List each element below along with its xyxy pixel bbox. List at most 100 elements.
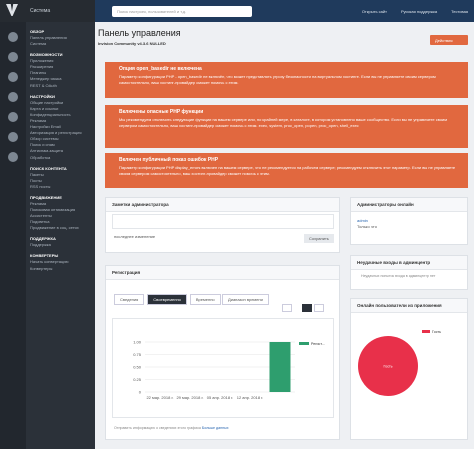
sidebar-menu: ОБЗОР Панель управления Система ВОЗМОЖНОСТИ… xyxy=(0,24,95,272)
header-link[interactable]: Тестовая xyxy=(451,9,468,14)
legend-label: Регист... xyxy=(311,342,325,346)
menu-item[interactable]: Ассистенты xyxy=(30,213,52,219)
menu-item[interactable]: Настройки Email xyxy=(30,124,61,130)
footer-text: Отправить информацию о сведениях этого г… xyxy=(114,426,229,430)
menu-item[interactable]: Конфиденциальность xyxy=(30,111,71,117)
header-link[interactable]: Русская поддержка xyxy=(400,9,438,14)
range-button[interactable]: Диапазон времени xyxy=(222,294,269,305)
section-icon[interactable] xyxy=(8,92,18,102)
pie-slice xyxy=(358,336,418,396)
menu-item[interactable]: Общие настройки xyxy=(30,99,64,105)
alert: Включен публичный показ ошибок PHP Параме… xyxy=(105,153,468,188)
admins-panel: Администраторы онлайн admin Только что xyxy=(350,197,468,245)
chart-frame xyxy=(112,318,334,418)
logo xyxy=(6,4,18,16)
menu-item[interactable]: Реклама xyxy=(30,200,47,206)
panel-title: Неудачные входы в админцентр xyxy=(351,256,467,270)
section-title: КОНВЕРТЕРЫ xyxy=(30,253,59,259)
footer-link[interactable]: Больше данных xyxy=(201,426,229,430)
y-tick-label: 0.50 xyxy=(133,364,142,369)
menu-item[interactable]: Конвертеры xyxy=(30,265,53,271)
menu-item[interactable]: Пакеты xyxy=(30,171,44,177)
y-tick-label: 1.00 xyxy=(133,339,142,344)
y-tick-label: 0 xyxy=(139,389,142,394)
notes-textarea[interactable] xyxy=(112,214,334,229)
section-icon[interactable] xyxy=(8,152,18,162)
section-title: ПОДДЕРЖКА xyxy=(30,236,56,242)
section-icon[interactable] xyxy=(8,112,18,122)
x-tick-label: 29 мар. 2018 г. xyxy=(176,395,203,400)
alert: Опция open_basedir не включена Параметр к… xyxy=(105,62,468,98)
panel-title: Регистрация xyxy=(106,266,339,280)
menu-item[interactable]: Обзор системы xyxy=(30,136,59,142)
menu-item[interactable]: Посты xyxy=(30,177,42,183)
x-tick-label: 05 апр. 2018 г. xyxy=(207,395,234,400)
menu-item[interactable]: RSS посты xyxy=(30,183,51,189)
chart-type-button[interactable] xyxy=(302,304,312,312)
sidebar-icons xyxy=(0,22,26,449)
menu-item[interactable]: Авторизация и регистрация xyxy=(30,130,82,136)
menu-item[interactable]: REST & OAuth xyxy=(30,82,57,88)
menu-item[interactable]: Поиск и спам xyxy=(30,142,55,148)
version: Invision Community v4.3.6 NULLED xyxy=(98,41,166,46)
bar xyxy=(269,342,291,392)
search-box[interactable]: Поиск настроек, пользователей и т.д. xyxy=(112,6,252,17)
alert-text: Параметр конфигурации PHP display_errors… xyxy=(119,165,456,176)
alert-text: Параметр конфигурации PHP - open_basedir… xyxy=(119,74,436,85)
menu-item[interactable]: Система xyxy=(30,41,47,47)
section-icon[interactable] xyxy=(8,132,18,142)
menu-item[interactable]: Плагины xyxy=(30,70,47,76)
admin-name[interactable]: admin xyxy=(357,218,368,223)
alert-title: Включены опасные PHP функции xyxy=(119,109,204,115)
panel-title: Заметки администратора xyxy=(106,198,339,212)
x-tick-label: 22 мар. 2018 г. xyxy=(146,395,173,400)
failed-logins-text: Неудачных попыток входа в админцентр нет xyxy=(361,274,436,278)
section-title: ОБЗОР xyxy=(30,29,45,34)
menu-item[interactable]: Поисковая оптимизация xyxy=(30,206,76,212)
menu-item[interactable]: Продвижение в соц. сетях xyxy=(30,225,79,231)
menu-item[interactable]: Карта и ссылки xyxy=(30,105,59,111)
page-title: Панель управления xyxy=(98,28,181,38)
footer-note: Отправить информацию о сведениях этого г… xyxy=(114,426,201,430)
slice-label: Гость xyxy=(383,364,392,368)
section-title: ПОИСК КОНТЕНТА xyxy=(30,165,67,171)
menu-item[interactable]: Поддержка xyxy=(30,242,51,248)
menu-item[interactable]: Начать конвертацию xyxy=(30,259,69,265)
chart-type-button[interactable] xyxy=(282,304,292,312)
menu-item[interactable]: Приложения xyxy=(30,58,54,64)
chart-type-button[interactable] xyxy=(314,304,324,312)
alert: Включены опасные PHP функции Мы рекоменду… xyxy=(105,105,468,148)
tab[interactable]: Своевременно xyxy=(147,294,187,305)
tab[interactable]: Сведения xyxy=(114,294,145,305)
menu-item[interactable]: Менеджер языка xyxy=(30,76,62,82)
logo-area: Система xyxy=(0,0,95,22)
menu-item[interactable]: Подсветка xyxy=(30,219,50,225)
section-title: ПРОДВИЖЕНИЕ xyxy=(30,194,62,200)
alert-title: Включен публичный показ ошибок PHP xyxy=(119,157,219,163)
section-icon[interactable] xyxy=(8,32,18,42)
last-updated: последнее изменение xyxy=(114,234,156,239)
menu-item[interactable]: Панель управления xyxy=(30,35,67,40)
x-tick-label: 12 апр. 2018 г. xyxy=(237,395,264,400)
menu-item[interactable]: Реклама xyxy=(30,117,47,123)
menu-item[interactable]: Обработка xyxy=(30,154,51,160)
menu-item[interactable]: Расширения xyxy=(30,64,54,70)
legend-swatch xyxy=(422,330,430,333)
notes-panel: Заметки администратора последнее изменен… xyxy=(105,197,340,253)
save-button[interactable]: Сохранить xyxy=(304,234,334,243)
section-icon[interactable] xyxy=(8,52,18,62)
registrations-chart: 0 0.25 0.50 0.75 1.00 22 мар. 2018 г. 29 мар. … xyxy=(133,339,325,400)
registrations-panel: Регистрация Сведения Своевременно Временно… xyxy=(105,265,340,440)
tab[interactable]: Временно xyxy=(189,294,221,305)
legend-label: Гость xyxy=(432,330,441,334)
menu-item[interactable]: Антиспам-защита xyxy=(30,148,64,154)
legend-swatch xyxy=(299,342,309,345)
alert-title: Опция open_basedir не включена xyxy=(119,66,202,72)
system-label[interactable]: Система xyxy=(30,8,51,14)
actions-button[interactable]: Действия xyxy=(430,35,468,45)
header-link[interactable]: Открыть сайт xyxy=(361,9,387,14)
section-icon[interactable] xyxy=(8,72,18,82)
panel-title: Онлайн пользователи из приложения xyxy=(351,299,467,313)
section-title: НАСТРОЙКИ xyxy=(30,93,55,99)
